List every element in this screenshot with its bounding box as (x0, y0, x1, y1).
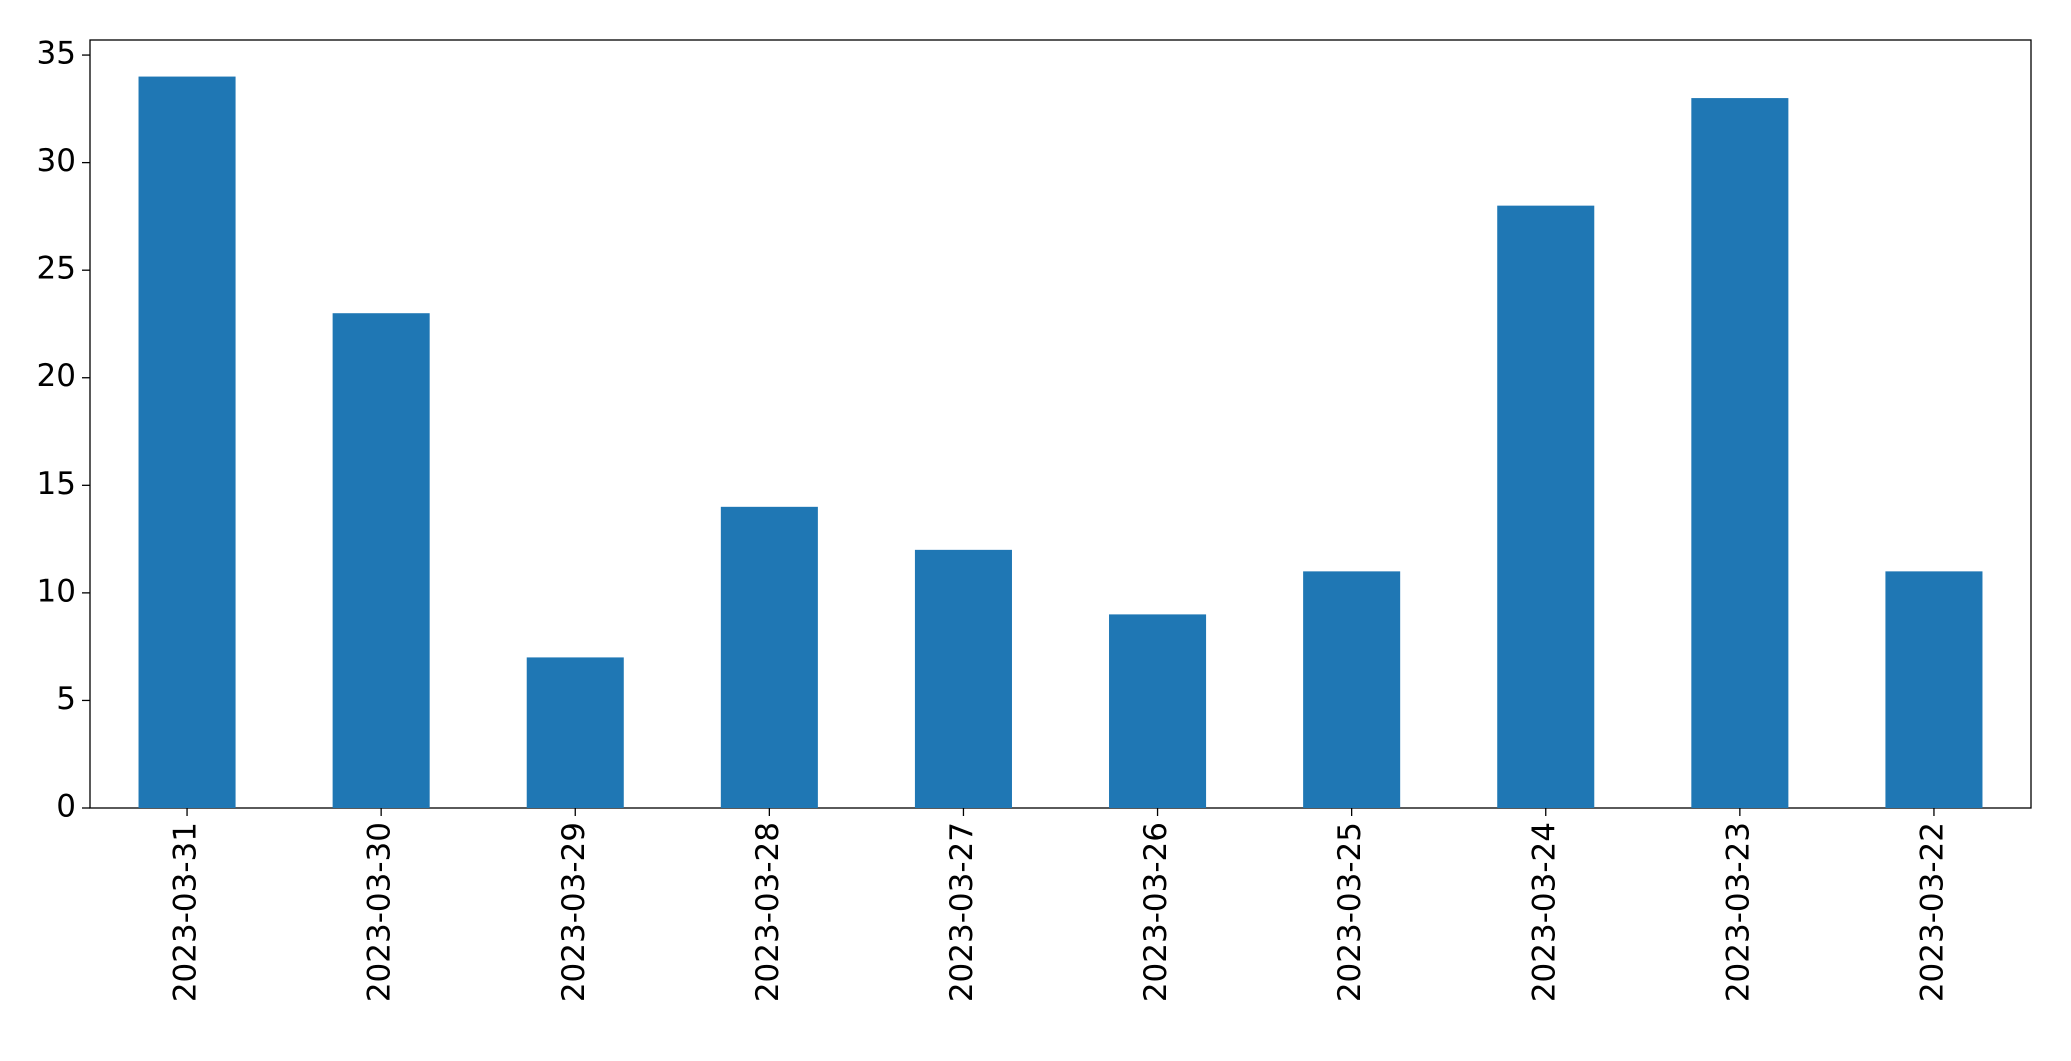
x-tick-label: 2023-03-23 (1720, 822, 1756, 1002)
bar (1497, 205, 1595, 808)
bar (1109, 614, 1207, 808)
bar (1885, 571, 1983, 808)
bar (720, 506, 818, 808)
y-tick-label: 30 (37, 143, 76, 179)
x-tick-label: 2023-03-30 (362, 822, 398, 1002)
bar (332, 313, 430, 808)
bar (526, 657, 624, 808)
x-tick-label: 2023-03-25 (1332, 822, 1368, 1002)
x-tick-label: 2023-03-22 (1914, 822, 1950, 1002)
x-tick-label: 2023-03-29 (556, 822, 592, 1002)
x-tick-label: 2023-03-28 (750, 822, 786, 1002)
x-tick-label: 2023-03-27 (944, 822, 980, 1002)
y-tick-label: 35 (37, 36, 76, 72)
y-tick-label: 5 (56, 681, 76, 717)
plot-frame (89, 39, 2032, 809)
x-tick-label: 2023-03-24 (1526, 822, 1562, 1002)
x-tick-label: 2023-03-31 (168, 822, 204, 1002)
y-tick-label: 0 (56, 789, 76, 825)
y-tick-label: 20 (37, 358, 76, 394)
bar (1691, 98, 1789, 808)
bar (914, 549, 1012, 808)
bar (138, 76, 236, 809)
y-tick-label: 15 (37, 466, 76, 502)
x-tick-label: 2023-03-26 (1138, 822, 1174, 1002)
bar (1303, 571, 1401, 808)
y-tick-label: 25 (37, 251, 76, 287)
y-tick-label: 10 (37, 573, 76, 609)
